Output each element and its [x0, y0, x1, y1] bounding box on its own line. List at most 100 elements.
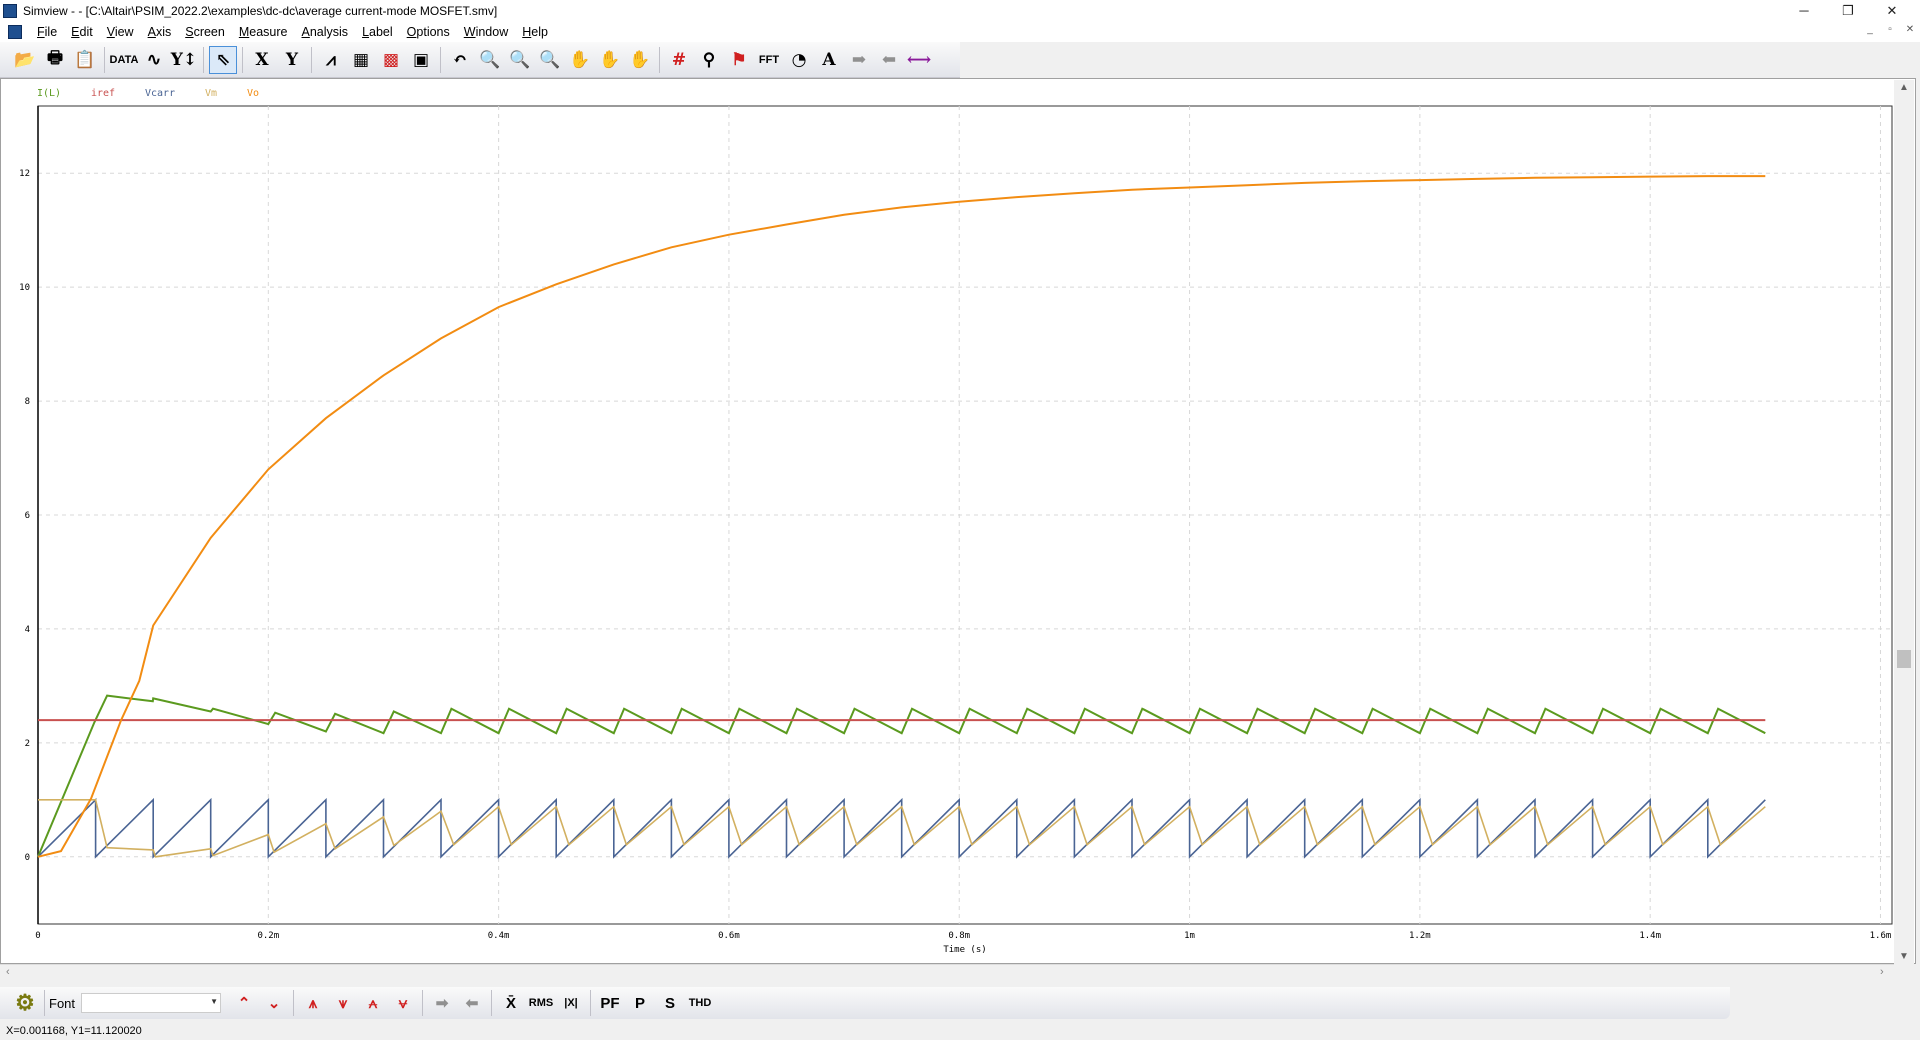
global-max-icon[interactable]: ⩚ — [308, 994, 318, 1012]
screen-copy-icon[interactable]: ▣ — [412, 49, 430, 70]
local-min-icon[interactable]: ⩝ — [398, 994, 408, 1012]
scroll-up-icon[interactable]: ▲ — [1899, 82, 1909, 93]
separator — [203, 46, 204, 73]
y-axis-range-icon[interactable]: Y↕ — [170, 49, 198, 70]
mdi-minimize-button[interactable]: _ — [1867, 24, 1873, 35]
prev-arrow-icon[interactable]: ⬅ — [465, 995, 479, 1012]
menu-view[interactable]: View — [106, 24, 134, 39]
clock-icon[interactable]: ◔ — [791, 49, 807, 70]
separator — [440, 46, 441, 73]
y-tick-label: 2 — [25, 739, 30, 749]
text-label-icon[interactable]: A — [822, 49, 836, 70]
zoom-out-icon[interactable]: 🔍 — [539, 49, 561, 70]
window-title: Simview - - [C:\Altair\PSIM_2022.2\examp… — [23, 3, 498, 18]
y-tick-label: 0 — [25, 853, 30, 863]
abs-average-icon[interactable]: |X| — [564, 997, 578, 1009]
pan-hand-vertical-icon[interactable]: ✋ — [599, 49, 621, 70]
horizontal-scrollbar[interactable]: ‹ › — [0, 964, 1894, 981]
power-factor-icon[interactable]: PF — [600, 994, 620, 1012]
scroll-right-icon[interactable]: › — [1880, 966, 1884, 978]
scroll-thumb[interactable] — [1897, 650, 1911, 668]
menu-window[interactable]: Window — [463, 24, 509, 39]
x-tick-label: 0.6m — [718, 931, 740, 941]
add-curve-icon[interactable]: ∿ — [146, 49, 162, 70]
settings-gear-icon[interactable]: ⚙ — [15, 990, 35, 1015]
menu-file[interactable]: File — [37, 24, 58, 39]
scroll-left-icon[interactable]: ‹ — [6, 966, 10, 978]
max-marker-icon[interactable]: ⌃ — [237, 995, 251, 1012]
x-tick-label: 1.6m — [1870, 931, 1892, 941]
document-icon[interactable] — [8, 24, 22, 39]
arrow-left-icon[interactable]: ⬅ — [881, 49, 897, 70]
add-screen-icon[interactable]: ▦ — [352, 49, 370, 70]
fft-icon[interactable]: FFT — [758, 53, 780, 66]
copy-clipboard-icon[interactable]: 📋 — [74, 49, 96, 70]
restore-button[interactable]: ❐ — [1842, 2, 1854, 18]
x-tick-label: 0 — [35, 931, 40, 941]
data-icon[interactable]: DATA — [109, 53, 139, 66]
close-button[interactable]: ✕ — [1886, 2, 1898, 18]
title-bar: Simview - - [C:\Altair\PSIM_2022.2\examp… — [0, 0, 1920, 21]
separator — [590, 990, 592, 1016]
separator — [104, 46, 105, 73]
mdi-restore-button[interactable]: ▫ — [1888, 24, 1892, 35]
pan-hand-icon[interactable]: ✋ — [569, 49, 591, 70]
fft-curve-icon[interactable]: ⩘ — [326, 49, 336, 70]
legend-entry: iref — [91, 88, 115, 99]
plot-area — [37, 105, 1893, 925]
select-pointer-icon[interactable]: ⇖ — [209, 45, 237, 74]
menu-options[interactable]: Options — [406, 24, 450, 39]
x-axis-label: Time (s) — [943, 945, 986, 955]
hand-icon[interactable]: ✋ — [629, 49, 651, 70]
undo-icon[interactable]: ↶ — [452, 49, 468, 70]
menu-axis[interactable]: Axis — [147, 24, 172, 39]
measure-marker-icon[interactable]: ⚑ — [731, 49, 747, 70]
menu-analysis[interactable]: Analysis — [301, 24, 349, 39]
zoom-in-icon[interactable]: 🔍 — [509, 49, 531, 70]
measure-icon[interactable]: ⚲ — [702, 49, 716, 70]
font-dropdown[interactable]: ▼ — [81, 993, 222, 1013]
waveform-chart[interactable]: 0 0.2m 0.4m 0.6m 0.8m 1m 1.2m 1.4m 1.6m 0 2 4 6 8 10 12… — [1, 79, 1895, 965]
separator — [491, 990, 493, 1016]
legend-entry: Vm — [205, 88, 217, 99]
menu-help[interactable]: Help — [522, 24, 548, 39]
status-bar: X=0.001168, Y1=11.120020 — [0, 1022, 1920, 1040]
average-icon[interactable]: X̄ — [506, 994, 517, 1012]
separator — [659, 46, 660, 73]
zoom-icon[interactable]: 🔍 — [479, 49, 501, 70]
local-max-icon[interactable]: ⩛ — [338, 994, 348, 1012]
apparent-power-icon[interactable]: S — [665, 994, 676, 1012]
menu-measure[interactable]: Measure — [238, 24, 288, 39]
rms-icon[interactable]: RMS — [528, 997, 554, 1009]
screen-grid-icon[interactable]: ▩ — [382, 49, 400, 70]
scroll-down-icon[interactable]: ▼ — [1899, 951, 1909, 962]
min-marker-icon[interactable]: ⌄ — [267, 995, 281, 1012]
y-tick-label: 6 — [25, 511, 30, 521]
grid-icon[interactable]: # — [671, 49, 687, 70]
double-arrow-icon[interactable]: ⟷ — [906, 49, 932, 70]
vertical-scrollbar[interactable]: ▲ ▼ — [1894, 80, 1914, 964]
y-tick-label: 8 — [25, 397, 30, 407]
separator — [293, 990, 295, 1016]
menu-screen[interactable]: Screen — [185, 24, 225, 39]
menu-label[interactable]: Label — [362, 24, 393, 39]
open-folder-icon[interactable]: 📂 — [14, 49, 36, 70]
y-axis-icon[interactable]: Y — [285, 49, 299, 70]
x-tick-label: 1.2m — [1409, 931, 1431, 941]
thd-icon[interactable]: THD — [688, 997, 712, 1009]
menu-edit[interactable]: Edit — [71, 24, 93, 39]
x-axis-icon[interactable]: X — [255, 49, 269, 70]
print-icon[interactable]: 🖶 — [46, 48, 64, 68]
separator — [311, 46, 312, 73]
separator — [44, 990, 45, 1016]
arrow-right-icon[interactable]: ➡ — [851, 49, 867, 70]
legend-entry: Vo — [247, 88, 259, 99]
real-power-icon[interactable]: P — [635, 994, 646, 1012]
legend-entry: I(L) — [37, 88, 61, 99]
mdi-close-button[interactable]: ✕ — [1905, 24, 1915, 35]
global-min-icon[interactable]: ⩜ — [368, 994, 378, 1012]
legend-entry: Vcarr — [145, 88, 175, 99]
next-arrow-icon[interactable]: ➡ — [435, 995, 449, 1012]
minimize-button[interactable]: ─ — [1799, 3, 1809, 18]
series-line-vcarr — [37, 797, 1766, 859]
